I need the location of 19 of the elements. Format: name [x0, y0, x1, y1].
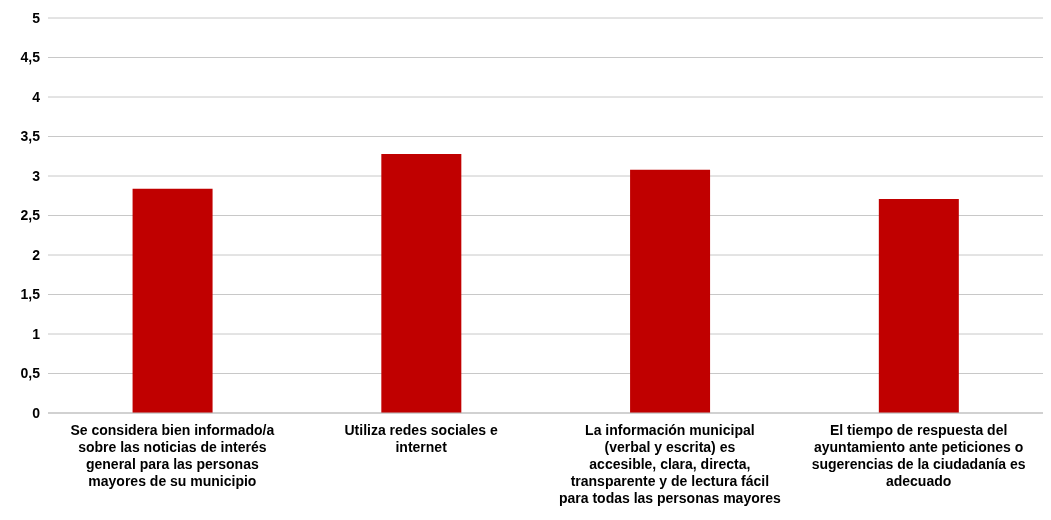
x-tick-label: Se considera bien informado/a sobre las noticias de interés general para las personas mayores de su municipio — [70, 422, 275, 489]
y-tick-label: 3 — [32, 167, 41, 184]
y-tick-label: 2 — [32, 246, 41, 263]
bar — [630, 169, 711, 413]
x-tick-label: El tiempo de respuesta del ayuntamiento ante peticiones o sugerencias de la ciudadanía es adecuado — [811, 422, 1026, 489]
y-tick-label: 3,5 — [20, 128, 41, 145]
y-tick-label: 1,5 — [20, 286, 41, 303]
bar — [878, 198, 959, 413]
y-tick-label: 4 — [32, 88, 41, 105]
x-tick-label: Utiliza redes sociales e internet — [344, 422, 498, 455]
y-tick-label: 4,5 — [20, 49, 41, 66]
y-tick-label: 0 — [32, 404, 41, 421]
y-tick-label: 5 — [32, 9, 41, 26]
y-tick-label: 0,5 — [20, 365, 41, 382]
y-tick-label: 1 — [32, 325, 41, 342]
y-tick-label: 2,5 — [20, 207, 41, 224]
bar — [132, 188, 213, 413]
bar — [381, 153, 462, 413]
x-tick-label: La información municipal (verbal y escrita) es accesible, clara, directa, transparente y de lectura fácil para todas las personas mayores — [558, 422, 781, 506]
